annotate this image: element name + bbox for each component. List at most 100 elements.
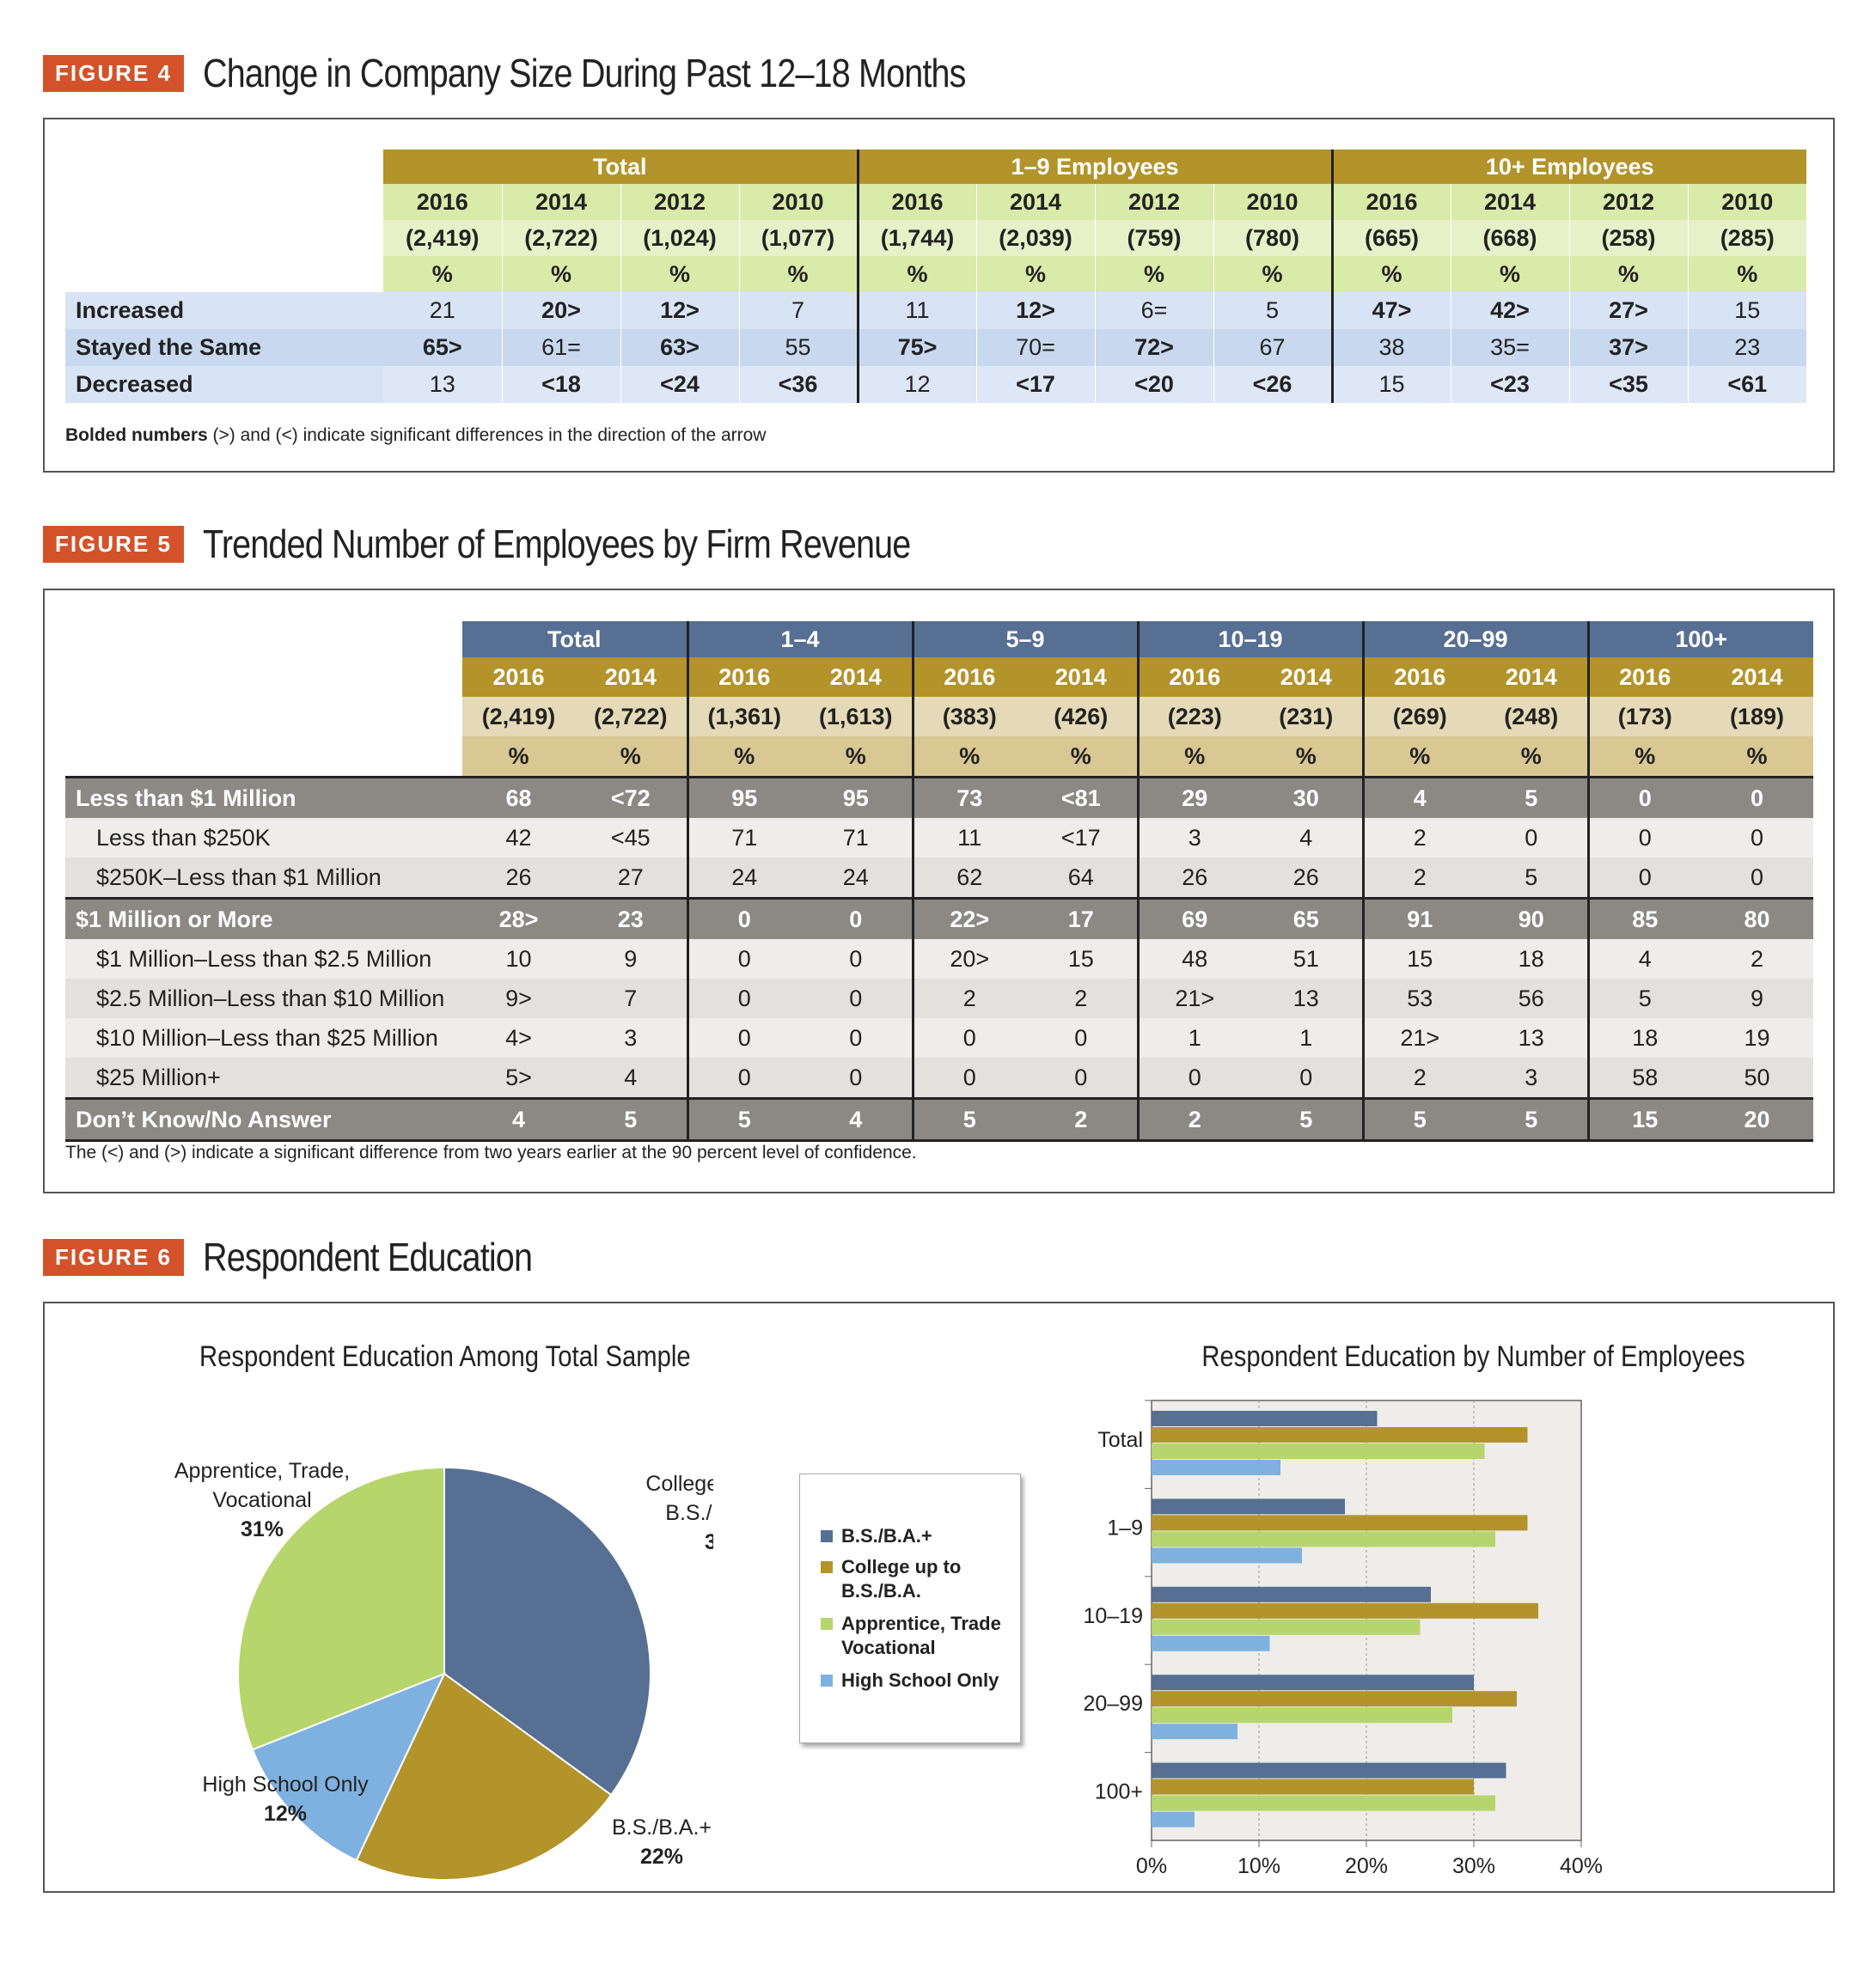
figure4-year-header: 2010 bbox=[1687, 184, 1806, 220]
figure4-row-label: Decreased bbox=[65, 366, 383, 403]
figure5-year-header: 2016 bbox=[1136, 657, 1250, 697]
figure5-cell: 9 bbox=[575, 939, 687, 979]
figure5-cell: 0 bbox=[686, 1018, 800, 1058]
figure5-cell: 26 bbox=[1250, 857, 1363, 899]
figure5-cell: 4 bbox=[1586, 939, 1701, 979]
legend-label-college: College up to B.S./B.A. bbox=[841, 1556, 962, 1602]
figure5-cell: 71 bbox=[686, 818, 800, 857]
figure4-cell: 23 bbox=[1687, 329, 1806, 366]
figure4-cell: 75> bbox=[856, 329, 976, 366]
figure5-cell: 50 bbox=[1701, 1058, 1814, 1099]
figure4-cell: 27> bbox=[1568, 292, 1688, 329]
figure4-pct-header: % bbox=[1687, 256, 1806, 292]
figure5-cell: 2 bbox=[1025, 1097, 1138, 1142]
pie-label-text: College up to bbox=[645, 1472, 713, 1496]
figure4-note-text: (>) and (<) indicate significant differe… bbox=[207, 425, 767, 445]
figure5-cell: 5 bbox=[686, 1097, 800, 1142]
figure5-cell: 0 bbox=[686, 897, 800, 939]
figure4-row-label: Increased bbox=[65, 292, 383, 329]
figure5-cell: 26 bbox=[462, 857, 575, 899]
figure6-frame bbox=[43, 1302, 1835, 1893]
figure5-n-header: (2,722) bbox=[575, 697, 687, 736]
figure4-cell: 63> bbox=[620, 329, 739, 366]
figure5-cell: 4> bbox=[462, 1018, 575, 1058]
bar bbox=[1152, 1691, 1517, 1707]
figure4-group-header: 1–9 Employees bbox=[856, 150, 1332, 184]
figure4-cell: 42> bbox=[1450, 292, 1569, 329]
bar bbox=[1152, 1531, 1495, 1547]
pie-label: B.S./B.A.+ 22% bbox=[612, 1815, 712, 1869]
figure5-cell: 7 bbox=[575, 979, 687, 1018]
figure5-n-header: (269) bbox=[1361, 697, 1476, 736]
figure4-pct-header: % bbox=[383, 256, 502, 292]
figure5-year-header: 2014 bbox=[1476, 657, 1588, 697]
figure5-cell: 0 bbox=[1586, 857, 1701, 899]
figure5-cell: 0 bbox=[686, 939, 800, 979]
figure5-cell: 24 bbox=[800, 857, 913, 899]
figure5-n-header: (426) bbox=[1025, 697, 1138, 736]
legend-swatch-college bbox=[821, 1561, 833, 1573]
figure4-n-header: (668) bbox=[1450, 220, 1569, 256]
bar bbox=[1152, 1811, 1195, 1828]
y-category-label: Total bbox=[1097, 1428, 1143, 1452]
y-category-label: 10–19 bbox=[1083, 1604, 1143, 1628]
bar bbox=[1152, 1443, 1485, 1459]
figure4-corner bbox=[65, 184, 383, 220]
figure4-n-header: (665) bbox=[1330, 220, 1451, 256]
figure5-cell: 51 bbox=[1250, 939, 1363, 979]
figure5-cell: 21> bbox=[1136, 979, 1250, 1018]
figure4-cell: 21 bbox=[383, 292, 502, 329]
pie-label-text: Apprentice, Trade, bbox=[174, 1459, 350, 1483]
pie-label-percent: 22% bbox=[640, 1845, 683, 1869]
figure5-cell: 58 bbox=[1586, 1058, 1701, 1099]
pie-slice bbox=[443, 1466, 651, 1797]
figure5-title: Trended Number of Employees by Firm Reve… bbox=[202, 522, 911, 566]
figure5-cell: 18 bbox=[1476, 939, 1588, 979]
figure5-cell: 0 bbox=[1250, 1058, 1363, 1099]
figure5-cell: 0 bbox=[1701, 818, 1814, 857]
figure4-year-header: 2016 bbox=[383, 184, 502, 220]
figure5-n-header: (223) bbox=[1136, 697, 1250, 736]
figure5-cell: 0 bbox=[1701, 857, 1814, 899]
figure5-cell: 91 bbox=[1361, 897, 1476, 939]
figure5-cell: 2 bbox=[1361, 1058, 1476, 1099]
figure5-corner bbox=[65, 697, 462, 736]
figure4-cell: 47> bbox=[1330, 292, 1451, 329]
figure5-cell: 23 bbox=[575, 897, 687, 939]
pie-label: College up to B.S./B.A. 35% bbox=[645, 1472, 713, 1554]
figure5-cell: 13 bbox=[1476, 1018, 1588, 1058]
figure5-cell: <17 bbox=[1025, 818, 1138, 857]
pie-label-text: B.S./B.A. bbox=[665, 1501, 713, 1525]
figure5-cell: 18 bbox=[1586, 1018, 1701, 1058]
legend-swatch-highschool bbox=[821, 1675, 833, 1687]
figure5-year-header: 2016 bbox=[1586, 657, 1701, 697]
figure5-cell: 4 bbox=[462, 1097, 575, 1142]
figure4-cell: 55 bbox=[738, 329, 858, 366]
figure4-row-label: Stayed the Same bbox=[65, 329, 383, 366]
figure5-year-header: 2016 bbox=[1361, 657, 1476, 697]
pie-label-text: B.S./B.A.+ bbox=[612, 1815, 712, 1840]
figure4-pct-header: % bbox=[1213, 256, 1332, 292]
figure5-year-header: 2014 bbox=[1250, 657, 1363, 697]
figure4-n-header: (2,039) bbox=[975, 220, 1095, 256]
figure5-row-label: Don’t Know/No Answer bbox=[65, 1097, 462, 1142]
figure5-year-header: 2014 bbox=[1025, 657, 1138, 697]
figure4-n-header: (1,744) bbox=[856, 220, 976, 256]
bar bbox=[1152, 1635, 1270, 1651]
figure5-cell: 4 bbox=[1250, 818, 1363, 857]
figure4-pct-header: % bbox=[1450, 256, 1569, 292]
figure5-n-header: (1,361) bbox=[686, 697, 800, 736]
x-tick-label: 40% bbox=[1560, 1854, 1603, 1873]
figure4-cell: 37> bbox=[1568, 329, 1688, 366]
y-category-label: 1–9 bbox=[1107, 1516, 1143, 1540]
figure5-cell: 22> bbox=[911, 897, 1025, 939]
legend-label-highschool: High School Only bbox=[841, 1669, 999, 1691]
figure5-pct-header: % bbox=[1250, 736, 1363, 778]
figure4-cell: 67 bbox=[1213, 329, 1332, 366]
bar-chart: 0% 10% 20% 30% 40% Total 1–9 10–19 20–99 100+ bbox=[1083, 1400, 1603, 1873]
legend-label-apprentice: Apprentice, Trade Vocational bbox=[841, 1613, 1001, 1658]
x-tick-label: 30% bbox=[1452, 1854, 1495, 1873]
figure5-cell: 5 bbox=[575, 1097, 687, 1142]
figure4-cell: <36 bbox=[738, 366, 858, 403]
figure5-cell: 5 bbox=[911, 1097, 1025, 1142]
